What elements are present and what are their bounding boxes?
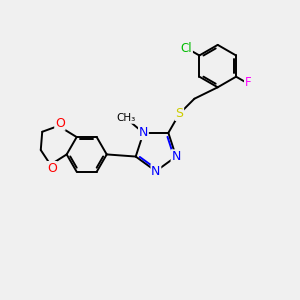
Text: N: N [151, 165, 160, 178]
Text: F: F [245, 76, 251, 89]
Text: O: O [55, 117, 65, 130]
Text: CH₃: CH₃ [116, 113, 136, 123]
Text: Cl: Cl [181, 42, 192, 56]
Text: O: O [47, 162, 57, 175]
Text: N: N [171, 150, 181, 163]
Text: N: N [139, 126, 148, 139]
Text: S: S [176, 107, 183, 120]
